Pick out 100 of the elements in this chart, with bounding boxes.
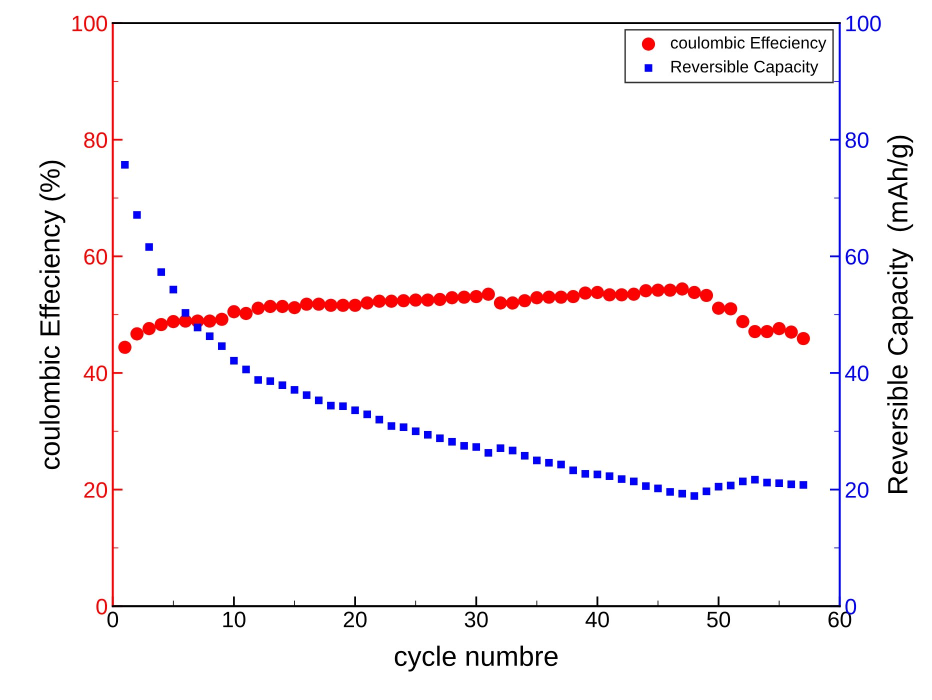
point	[702, 488, 710, 496]
point	[445, 291, 459, 304]
point	[203, 314, 216, 328]
point	[421, 293, 434, 307]
point	[714, 482, 722, 490]
point	[118, 340, 132, 354]
point	[726, 482, 734, 490]
point	[688, 286, 701, 300]
point	[218, 342, 226, 350]
point	[508, 446, 516, 454]
point	[569, 466, 577, 474]
point	[206, 332, 214, 340]
point	[409, 293, 422, 307]
point	[602, 288, 616, 302]
point	[182, 309, 190, 317]
point	[751, 476, 759, 484]
point	[554, 290, 568, 304]
point	[384, 294, 398, 308]
point	[700, 288, 714, 302]
point	[242, 366, 250, 374]
point	[690, 492, 698, 500]
point	[482, 288, 495, 301]
point	[154, 318, 168, 332]
x-axis-title: cycle numbre	[394, 646, 558, 672]
point	[642, 482, 650, 490]
y-tick-label: 0	[96, 598, 108, 614]
y2-tick-label: 100	[846, 16, 881, 32]
y-tick-label: 60	[84, 248, 108, 265]
point	[121, 160, 129, 169]
point	[484, 449, 492, 457]
point	[772, 322, 786, 336]
point	[739, 478, 747, 486]
point	[276, 300, 289, 314]
point	[360, 296, 374, 310]
y-tick-label: 80	[84, 132, 108, 148]
point	[470, 290, 483, 304]
point	[736, 315, 750, 328]
point	[448, 438, 456, 446]
point	[800, 481, 808, 489]
point	[545, 458, 553, 467]
point	[278, 381, 286, 390]
point	[618, 475, 626, 483]
point	[472, 443, 480, 451]
point	[327, 402, 335, 410]
point	[630, 478, 638, 486]
point	[530, 291, 544, 304]
x-tick-label: 20	[344, 612, 367, 628]
point	[796, 332, 810, 346]
point	[496, 444, 504, 452]
point	[436, 434, 444, 442]
point	[130, 327, 144, 340]
point	[494, 296, 508, 310]
point	[424, 430, 432, 439]
y2-tick-label: 40	[845, 365, 868, 382]
point	[748, 324, 762, 338]
point	[775, 479, 783, 487]
point	[433, 292, 446, 306]
point	[215, 312, 228, 326]
point	[578, 286, 592, 300]
point	[227, 305, 241, 318]
point	[664, 284, 677, 297]
point	[339, 402, 347, 410]
point	[787, 480, 796, 488]
point	[264, 300, 277, 314]
point	[676, 282, 689, 296]
y-tick-label: 40	[84, 365, 108, 382]
x-tick-label: 0	[107, 612, 118, 628]
point	[145, 243, 153, 251]
y-tick-label: 20	[84, 482, 108, 498]
legend-label: coulombic Effeciency	[670, 36, 826, 52]
point	[654, 484, 662, 492]
point	[458, 290, 471, 304]
point	[266, 377, 274, 385]
y-tick-label: 100	[72, 16, 108, 32]
y2-tick-label: 20	[846, 482, 868, 498]
point	[518, 294, 532, 308]
point	[351, 406, 359, 414]
point	[302, 391, 310, 399]
x-tick-label: 50	[707, 612, 730, 628]
point	[678, 490, 686, 498]
point	[712, 302, 726, 315]
point	[400, 423, 408, 431]
point	[396, 294, 410, 308]
point	[590, 286, 604, 300]
point	[388, 422, 396, 430]
point	[239, 306, 253, 320]
point	[372, 294, 386, 308]
point	[252, 302, 265, 315]
point	[288, 301, 302, 314]
point	[412, 427, 420, 436]
point	[506, 296, 520, 310]
point	[581, 470, 590, 478]
point	[566, 290, 580, 304]
point	[627, 288, 640, 301]
point	[606, 472, 614, 480]
point	[324, 298, 338, 312]
x-tick-label: 10	[223, 612, 246, 628]
y2-tick-label: 80	[846, 132, 868, 148]
point	[300, 298, 314, 311]
point	[336, 298, 350, 312]
